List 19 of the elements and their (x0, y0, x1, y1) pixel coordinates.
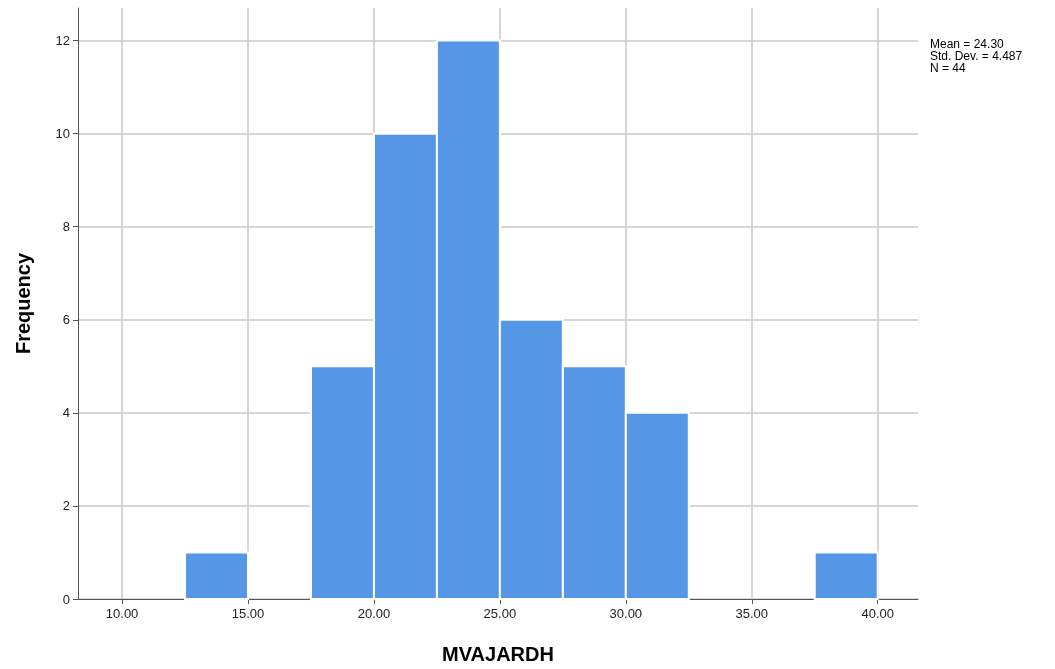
x-tick-label: 30.00 (609, 606, 643, 621)
x-tick-label: 15.00 (231, 606, 265, 621)
x-tick-label: 20.00 (357, 606, 391, 621)
y-tick-label: 6 (62, 312, 70, 328)
y-tick-label: 10 (55, 126, 70, 142)
text: N = 44 (930, 61, 967, 75)
y-tick-label: 12 (55, 33, 70, 49)
text: Mean = 24.30 (930, 37, 1005, 51)
y-tick-label: 2 (62, 498, 70, 514)
text: Std. Dev. = 4.487 (930, 49, 1023, 63)
y-tick-label: 8 (62, 219, 70, 235)
y-tick-label: 0 (62, 591, 70, 607)
x-tick-label: 35.00 (735, 606, 769, 621)
y-axis-title: Frequency (12, 252, 34, 355)
x-tick-label: 40.00 (861, 606, 894, 621)
x-tick-label: 10.00 (105, 606, 139, 621)
y-tick-label: 4 (62, 405, 70, 421)
x-axis-title: MVAJARDH (442, 643, 554, 665)
x-tick-label: 25.00 (483, 606, 517, 621)
